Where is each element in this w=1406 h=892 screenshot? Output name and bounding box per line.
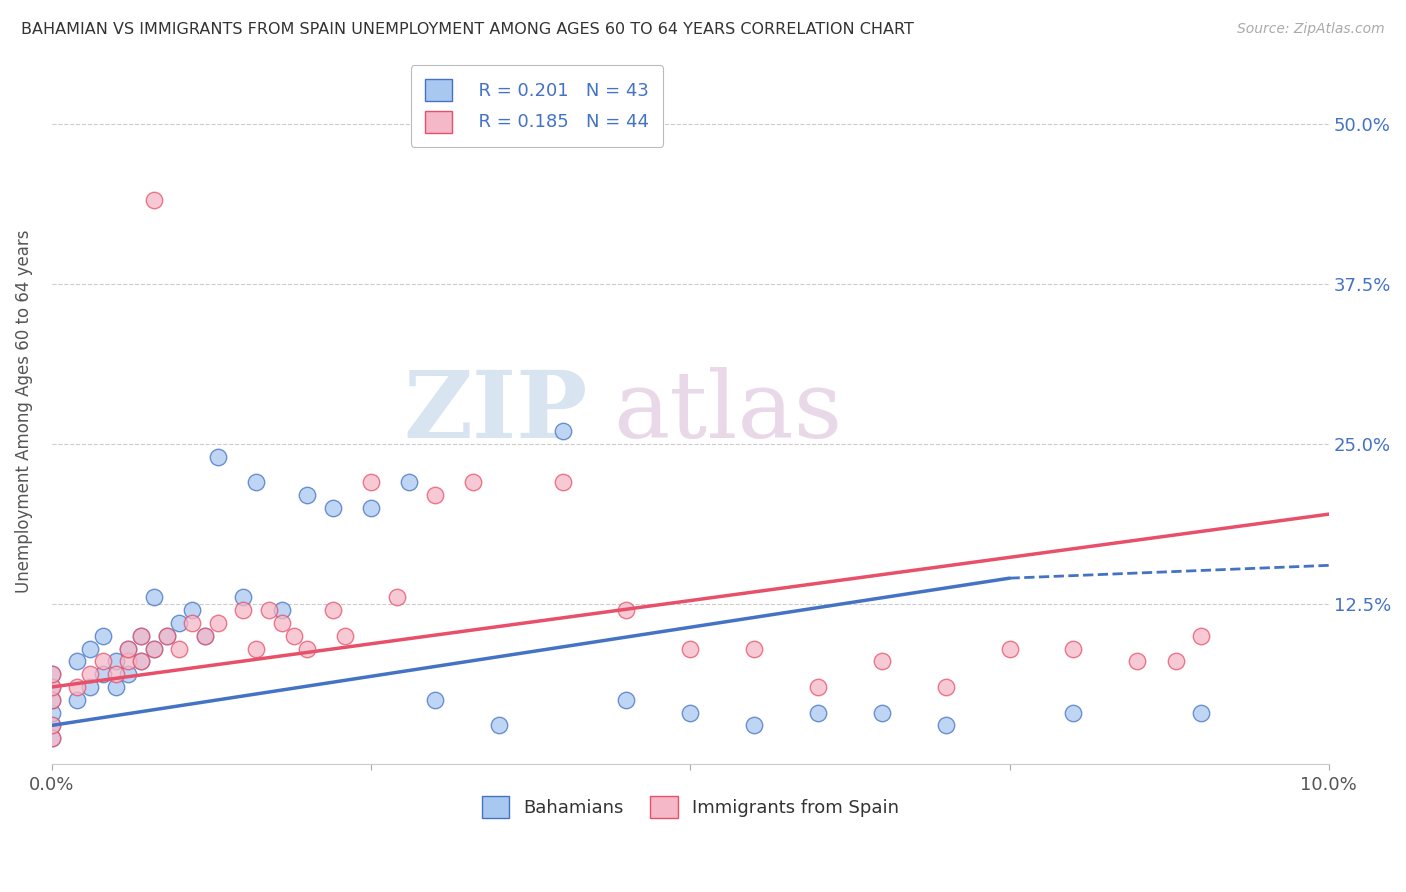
Point [66, 654, 89, 668]
Point [870, 654, 893, 668]
Point [679, 641, 702, 656]
Text: Source: ZipAtlas.com: Source: ZipAtlas.com [1237, 22, 1385, 37]
Point [66, 680, 89, 694]
Point [41, 680, 63, 694]
Point [41, 680, 63, 694]
Text: ZIP: ZIP [404, 367, 588, 457]
Point [322, 603, 344, 617]
Point [194, 629, 217, 643]
Point [1062, 706, 1084, 720]
Point [935, 680, 957, 694]
Point [232, 603, 254, 617]
Point [807, 680, 830, 694]
Point [117, 641, 139, 656]
Point [551, 424, 574, 438]
Point [156, 629, 179, 643]
Point [169, 641, 191, 656]
Point [41, 706, 63, 720]
Point [41, 667, 63, 681]
Text: BAHAMIAN VS IMMIGRANTS FROM SPAIN UNEMPLOYMENT AMONG AGES 60 TO 64 YEARS CORRELA: BAHAMIAN VS IMMIGRANTS FROM SPAIN UNEMPL… [21, 22, 914, 37]
Point [41, 718, 63, 732]
Point [91, 629, 114, 643]
Point [360, 500, 382, 515]
Point [616, 693, 638, 707]
Point [129, 654, 152, 668]
Point [295, 488, 318, 502]
Text: atlas: atlas [613, 367, 842, 457]
Point [79, 680, 101, 694]
Point [91, 667, 114, 681]
Point [335, 629, 357, 643]
Point [257, 603, 280, 617]
Point [270, 603, 292, 617]
Point [207, 450, 229, 464]
Point [322, 500, 344, 515]
Point [935, 718, 957, 732]
Point [41, 667, 63, 681]
Point [1164, 654, 1187, 668]
Point [169, 615, 191, 630]
Point [194, 629, 217, 643]
Point [1126, 654, 1149, 668]
Point [488, 718, 510, 732]
Point [423, 488, 446, 502]
Point [807, 706, 830, 720]
Point [129, 629, 152, 643]
Point [117, 667, 139, 681]
Point [232, 591, 254, 605]
Point [66, 693, 89, 707]
Point [129, 654, 152, 668]
Point [295, 641, 318, 656]
Point [270, 615, 292, 630]
Point [104, 667, 127, 681]
Point [742, 641, 765, 656]
Point [207, 615, 229, 630]
Point [41, 693, 63, 707]
Point [870, 706, 893, 720]
Legend: Bahamians, Immigrants from Spain: Bahamians, Immigrants from Spain [474, 789, 907, 825]
Point [41, 718, 63, 732]
Point [616, 603, 638, 617]
Point [1062, 641, 1084, 656]
Point [104, 654, 127, 668]
Point [551, 475, 574, 490]
Point [79, 641, 101, 656]
Point [41, 693, 63, 707]
Point [245, 475, 267, 490]
Point [41, 731, 63, 746]
Point [423, 693, 446, 707]
Point [181, 615, 204, 630]
Point [283, 629, 305, 643]
Point [41, 731, 63, 746]
Point [385, 591, 408, 605]
Point [679, 706, 702, 720]
Point [104, 680, 127, 694]
Point [998, 641, 1021, 656]
Point [129, 629, 152, 643]
Point [1189, 706, 1212, 720]
Point [117, 641, 139, 656]
Point [398, 475, 420, 490]
Point [360, 475, 382, 490]
Point [91, 654, 114, 668]
Point [156, 629, 179, 643]
Point [117, 654, 139, 668]
Point [142, 641, 165, 656]
Point [463, 475, 485, 490]
Point [245, 641, 267, 656]
Y-axis label: Unemployment Among Ages 60 to 64 years: Unemployment Among Ages 60 to 64 years [15, 230, 32, 593]
Point [79, 667, 101, 681]
Point [742, 718, 765, 732]
Point [142, 194, 165, 208]
Point [1189, 629, 1212, 643]
Point [181, 603, 204, 617]
Point [142, 641, 165, 656]
Point [142, 591, 165, 605]
